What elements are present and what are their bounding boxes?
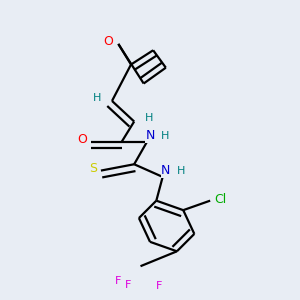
Text: H: H bbox=[93, 93, 101, 103]
Text: F: F bbox=[125, 280, 131, 290]
Text: F: F bbox=[156, 281, 163, 291]
Text: N: N bbox=[161, 164, 170, 177]
Text: O: O bbox=[103, 35, 113, 48]
Text: H: H bbox=[145, 113, 154, 123]
Text: S: S bbox=[89, 163, 97, 176]
Text: H: H bbox=[177, 166, 185, 176]
Text: H: H bbox=[161, 131, 170, 141]
Text: F: F bbox=[115, 276, 122, 286]
Text: N: N bbox=[145, 129, 155, 142]
Text: O: O bbox=[78, 133, 88, 146]
Text: Cl: Cl bbox=[214, 193, 226, 206]
